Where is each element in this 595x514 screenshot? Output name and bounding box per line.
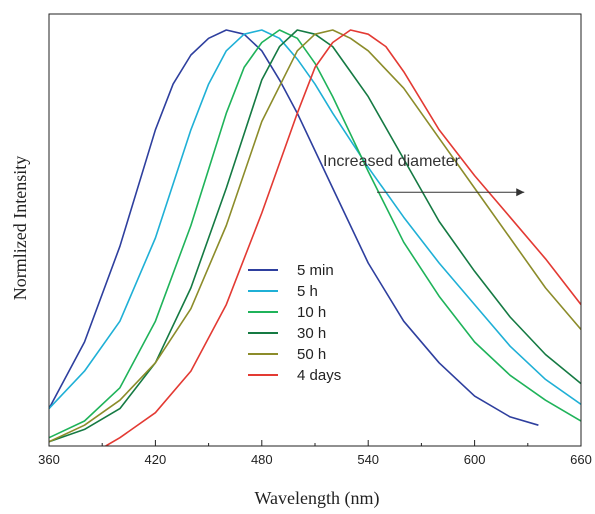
legend-label-3: 10 h [297, 304, 326, 321]
x-tick-label: 540 [357, 452, 379, 467]
series-line-1 [49, 29, 539, 426]
legend: 5 min 5 h 10 h 30 h 50 h 4 days [248, 262, 341, 384]
series-line-3 [49, 29, 581, 439]
legend-label-4: 30 h [297, 325, 326, 342]
x-tick-label: 600 [464, 452, 486, 467]
legend-label-6: 4 days [297, 367, 341, 384]
series-line-2 [49, 29, 581, 410]
annotation-text: Increased diameter [323, 153, 461, 170]
legend-label-1: 5 min [297, 262, 334, 279]
x-tick-label: 480 [251, 452, 273, 467]
x-tick-label: 360 [38, 452, 60, 467]
series-line-5 [49, 29, 581, 443]
annotation-arrowhead [516, 188, 525, 197]
x-tick-label: 660 [570, 452, 592, 467]
series-line-6 [105, 29, 581, 446]
legend-label-2: 5 h [297, 283, 318, 300]
y-axis-title: Normlized Intensity [10, 156, 30, 300]
legend-label-5: 50 h [297, 346, 326, 363]
x-axis-title: Wavelength (nm) [254, 488, 379, 509]
x-tick-label: 420 [145, 452, 167, 467]
